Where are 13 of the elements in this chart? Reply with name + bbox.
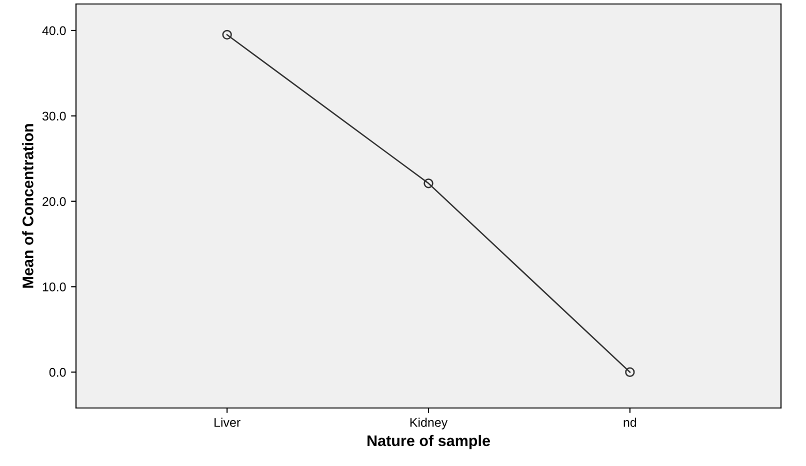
y-tick-label: 0.0	[49, 368, 66, 377]
y-tick-label: 20.0	[42, 197, 66, 206]
x-tick-label: Kidney	[410, 418, 448, 430]
x-tick-label: Liver	[214, 418, 240, 427]
point	[424, 178, 434, 188]
point	[222, 30, 232, 40]
x-tick-label: nd	[624, 418, 636, 427]
y-tick-label: 30.0	[42, 112, 66, 121]
x-axis-title: Nature of sample	[368, 434, 490, 450]
y-axis-title: Mean of Concentration	[22, 124, 34, 288]
point	[625, 367, 635, 377]
y-tick-label: 40.0	[42, 26, 66, 36]
y-tick-label: 10.0	[42, 282, 66, 292]
